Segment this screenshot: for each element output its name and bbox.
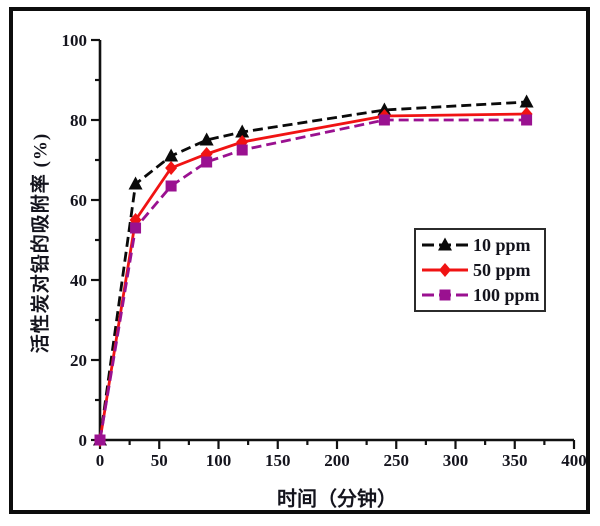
diamond-marker — [165, 161, 178, 175]
triangle-marker — [164, 148, 179, 162]
legend-label: 50 ppm — [473, 259, 531, 280]
triangle-marker — [235, 124, 250, 138]
square-marker — [165, 180, 177, 192]
axis-ticks — [91, 38, 576, 449]
legend-label: 100 ppm — [473, 285, 540, 306]
y-tick-label: 80 — [70, 111, 87, 130]
tick-labels: 0 50 100 150 200 250 300 350 400 0 20 40 60 80 100 — [62, 31, 587, 470]
x-tick-label: 50 — [151, 451, 168, 470]
x-tick-label: 150 — [265, 451, 291, 470]
triangle-marker — [199, 132, 214, 146]
diamond-marker — [439, 262, 451, 277]
y-tick-label: 100 — [62, 31, 88, 50]
y-tick-label: 0 — [79, 431, 88, 450]
legend: 10 ppm 50 ppm 100 ppm — [414, 228, 546, 312]
triangle-marker — [519, 94, 534, 108]
x-axis-label: 时间（分钟） — [277, 488, 397, 511]
square-marker — [521, 114, 533, 126]
x-tick-label: 200 — [324, 451, 350, 470]
triangle-marker — [438, 237, 452, 251]
series-100-ppm — [94, 114, 533, 446]
x-tick-label: 350 — [502, 451, 528, 470]
square-marker — [439, 289, 451, 301]
x-tick-label: 400 — [561, 451, 587, 470]
square-marker — [378, 114, 390, 126]
legend-label: 10 ppm — [473, 234, 531, 255]
x-tick-label: 100 — [206, 451, 232, 470]
legend-item-10-ppm: 10 ppm — [420, 232, 544, 257]
x-tick-label: 250 — [384, 451, 410, 470]
square-marker — [94, 434, 106, 446]
square-marker — [236, 144, 248, 156]
square-marker — [201, 156, 213, 168]
legend-line-sample — [422, 237, 468, 251]
legend-item-50-ppm: 50 ppm — [420, 257, 544, 282]
legend-line-sample — [422, 289, 468, 301]
triangle-marker — [128, 176, 143, 190]
x-tick-label: 0 — [96, 451, 105, 470]
square-marker — [130, 222, 142, 234]
y-axis-label: 活性炭对铅的吸附率 (%) — [30, 132, 52, 354]
y-tick-label: 40 — [70, 271, 87, 290]
legend-line-sample — [422, 262, 468, 277]
x-tick-label: 300 — [443, 451, 469, 470]
legend-item-100-ppm: 100 ppm — [420, 283, 544, 308]
y-tick-label: 20 — [70, 351, 87, 370]
y-tick-label: 60 — [70, 191, 87, 210]
series-10-ppm — [93, 94, 534, 446]
